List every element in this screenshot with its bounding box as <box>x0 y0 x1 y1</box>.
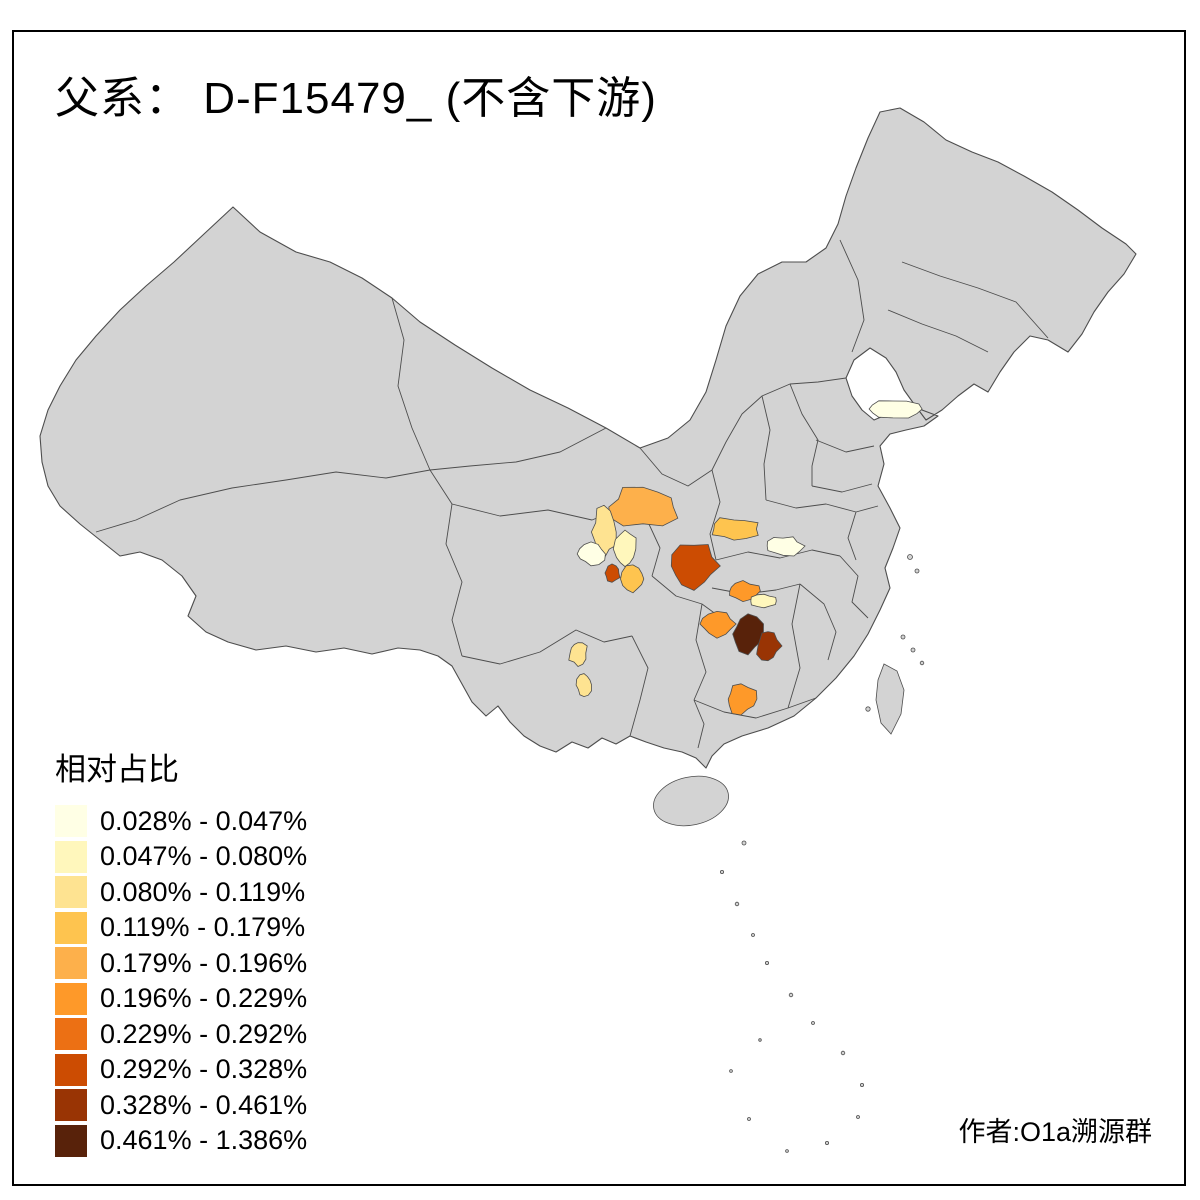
legend-swatch <box>55 1053 87 1086</box>
legend-label: 0.119% - 0.179% <box>100 912 306 942</box>
map-region-highlight <box>711 517 759 541</box>
map-region-highlight <box>612 529 637 568</box>
legend-label: 0.179% - 0.196% <box>100 947 308 978</box>
legend-item: 0.047% - 0.080% <box>55 840 308 873</box>
legend-swatch <box>55 1089 87 1121</box>
map-region-highlight <box>568 642 588 667</box>
map-region-highlight <box>670 544 721 591</box>
map-title: 父系： D-F15479_ (不含下游) <box>55 74 657 123</box>
islands <box>653 554 925 1153</box>
legend-swatch <box>55 805 87 837</box>
legend-item: 0.229% - 0.292% <box>55 1018 307 1050</box>
map-region-highlight <box>727 683 758 716</box>
map-region-highlight <box>868 400 923 419</box>
legend-swatch <box>55 1018 87 1050</box>
legend-swatch <box>55 876 87 908</box>
legend-label: 0.028% - 0.047% <box>100 805 308 836</box>
legend: 相对占比 0.028% - 0.047% 0.047% - 0.080% 0.0… <box>55 744 307 1160</box>
mainland-outline <box>39 107 1137 769</box>
legend-label: 0.461% - 1.386% <box>100 1125 308 1155</box>
map-region-highlight <box>732 613 764 656</box>
legend-label: 0.047% - 0.080% <box>100 841 308 871</box>
legend-item: 0.028% - 0.047% <box>55 805 307 837</box>
legend-swatch <box>55 947 87 979</box>
map-region-highlight <box>604 563 621 583</box>
map-region-highlight <box>608 486 679 527</box>
hainan-island <box>653 775 729 827</box>
legend-item: 0.080% - 0.119% <box>55 876 307 908</box>
legend-item: 0.179% - 0.196% <box>55 947 307 979</box>
legend-swatch <box>55 982 87 1015</box>
legend-item: 0.119% - 0.179% <box>55 911 307 944</box>
legend-swatch <box>55 840 87 873</box>
legend-label: 0.229% - 0.292% <box>100 1018 308 1049</box>
highlighted-regions <box>568 400 923 716</box>
legend-item: 0.461% - 1.386% <box>55 1124 308 1157</box>
legend-item: 0.328% - 0.461% <box>55 1089 307 1121</box>
legend-label: 0.196% - 0.229% <box>100 983 308 1013</box>
legend-item: 0.196% - 0.229% <box>55 982 308 1015</box>
legend-swatch <box>55 1124 87 1157</box>
map-region-highlight <box>766 536 806 557</box>
map-region-highlight <box>576 541 606 567</box>
legend-swatch <box>55 911 87 944</box>
province-borders <box>95 239 1049 749</box>
author-credit: 作者:O1a溯源群 <box>958 1117 1152 1147</box>
map-region-highlight <box>575 673 593 698</box>
legend-item: 0.292% - 0.328% <box>55 1053 308 1086</box>
map-region-highlight <box>699 610 737 639</box>
legend-title: 相对占比 <box>55 752 179 787</box>
legend-label: 0.292% - 0.328% <box>100 1054 308 1084</box>
legend-label: 0.328% - 0.461% <box>100 1089 308 1120</box>
legend-label: 0.080% - 0.119% <box>100 876 306 907</box>
map-region-highlight <box>750 593 777 609</box>
map-region-highlight <box>756 631 783 662</box>
taiwan-island <box>875 663 905 735</box>
map-region-highlight <box>620 564 645 594</box>
